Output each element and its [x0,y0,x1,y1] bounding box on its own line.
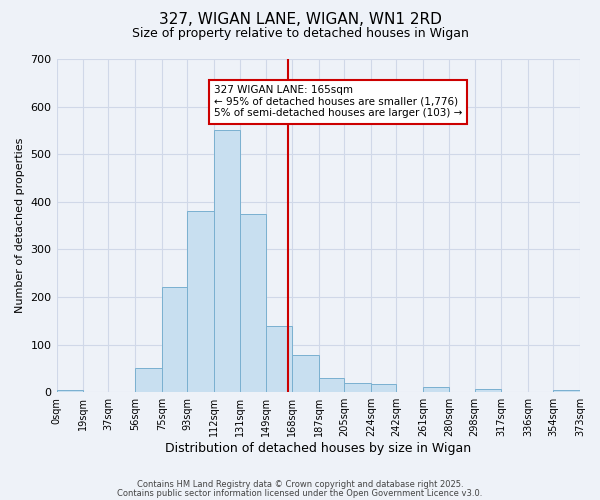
Bar [162,288,187,392]
Bar [344,382,371,392]
Bar [187,212,214,392]
Bar [423,388,449,392]
Bar [214,130,241,392]
Text: 327 WIGAN LANE: 165sqm
← 95% of detached houses are smaller (1,776)
5% of semi-d: 327 WIGAN LANE: 165sqm ← 95% of detached… [214,85,462,118]
Bar [553,390,580,392]
Text: Contains HM Land Registry data © Crown copyright and database right 2025.: Contains HM Land Registry data © Crown c… [137,480,463,489]
Bar [241,214,266,392]
Bar [266,326,292,392]
Bar [475,389,502,392]
Bar [319,378,344,392]
Text: 327, WIGAN LANE, WIGAN, WN1 2RD: 327, WIGAN LANE, WIGAN, WN1 2RD [158,12,442,28]
Text: Size of property relative to detached houses in Wigan: Size of property relative to detached ho… [131,28,469,40]
Bar [292,355,319,392]
Text: Contains public sector information licensed under the Open Government Licence v3: Contains public sector information licen… [118,490,482,498]
Bar [135,368,162,392]
X-axis label: Distribution of detached houses by size in Wigan: Distribution of detached houses by size … [165,442,472,455]
Bar [56,390,83,392]
Y-axis label: Number of detached properties: Number of detached properties [15,138,25,314]
Bar [371,384,396,392]
